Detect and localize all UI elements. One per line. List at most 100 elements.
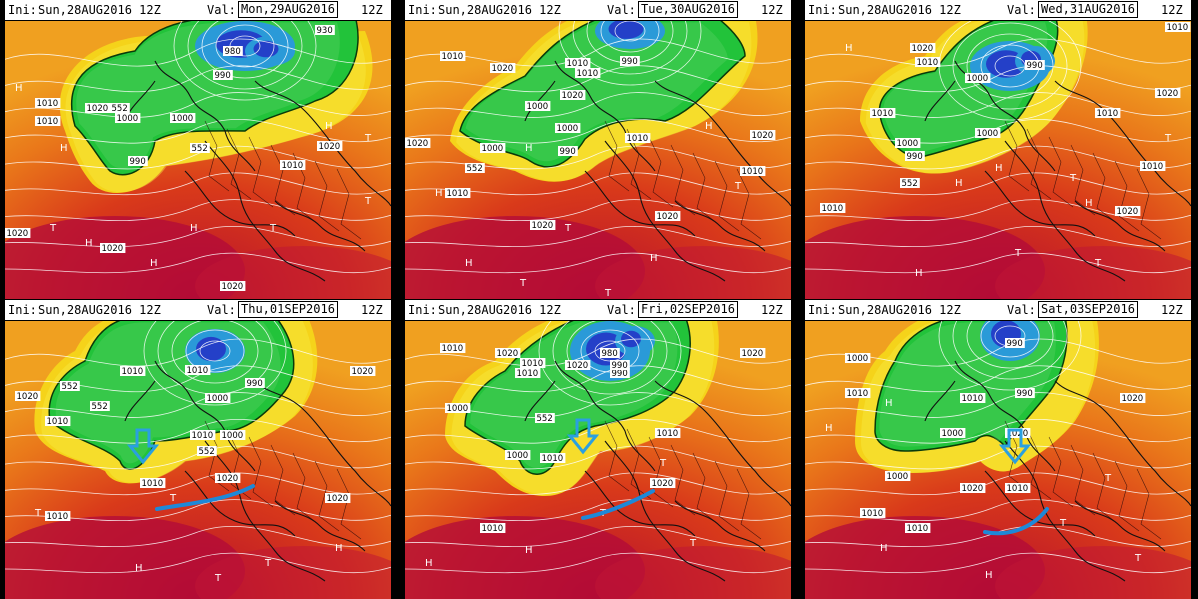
borders: [604, 420, 762, 540]
isobar-label: 1020: [650, 478, 676, 489]
svg-text:1020: 1020: [567, 361, 589, 371]
isobar-label: 1020: [15, 391, 41, 402]
isobar-label: 552: [197, 446, 217, 457]
isobar-label: 1020: [85, 103, 111, 114]
forecast-map: H H H H H H T T T T 930 980 990 1010 1020 552 1000 1000 99…: [5, 21, 391, 299]
svg-text:1020: 1020: [407, 139, 429, 149]
high-pressure-symbol: H: [525, 143, 533, 154]
high-pressure-symbol: H: [915, 268, 923, 279]
isobar-label: 1020: [317, 141, 343, 152]
high-pressure-symbol: H: [60, 143, 68, 154]
svg-text:990: 990: [247, 379, 263, 389]
svg-text:552: 552: [112, 104, 128, 114]
high-pressure-symbol: H: [880, 543, 888, 554]
val-hour: 12Z: [1161, 3, 1183, 17]
forecast-panel-3: Ini: Sun,28AUG2016 12Z Val: Wed,31AUG201…: [805, 0, 1191, 299]
isobar-label: 1020: [490, 63, 516, 74]
svg-text:552: 552: [467, 164, 483, 174]
svg-text:1010: 1010: [37, 117, 59, 127]
isobar-label: 1020: [910, 43, 936, 54]
high-pressure-symbol: H: [135, 563, 143, 574]
low-pressure-symbol: T: [34, 508, 42, 519]
isobar-label: 1000: [115, 113, 141, 124]
svg-text:552: 552: [192, 144, 208, 154]
isobar-label: 1020: [960, 483, 986, 494]
low-pressure-symbol: T: [269, 223, 277, 234]
isobar-label: 1020: [495, 348, 521, 359]
isobar-label: 1000: [445, 403, 471, 414]
val-date: Wed,31AUG2016: [1038, 1, 1138, 18]
high-pressure-symbol: H: [465, 258, 473, 269]
ini-label: Ini:: [8, 3, 37, 17]
isobar-label: 552: [60, 381, 80, 392]
isobar-label: 1010: [190, 430, 216, 441]
forecast-map: H H H H H T T T T 1010 1020 1010 1010 990 1020 1000 1000…: [405, 21, 791, 299]
svg-text:990: 990: [560, 147, 576, 157]
isobar-label: 1020: [560, 90, 586, 101]
isobar-label: 990: [1015, 388, 1035, 399]
low-pressure-symbol: T: [364, 133, 372, 144]
svg-text:1000: 1000: [172, 114, 194, 124]
svg-text:1020: 1020: [492, 64, 514, 74]
svg-text:1000: 1000: [507, 451, 529, 461]
val-date: Sat,03SEP2016: [1038, 301, 1138, 318]
forecast-map: HHHTTTT101010109901000552552102010101010…: [5, 321, 391, 599]
svg-text:1010: 1010: [627, 134, 649, 144]
isobars: [405, 321, 791, 574]
svg-text:1020: 1020: [327, 494, 349, 504]
isobar-label: 990: [610, 360, 630, 371]
borders: [1004, 120, 1162, 240]
cold-trough: [459, 21, 746, 168]
isobar-label: 552: [90, 401, 110, 412]
svg-text:552: 552: [92, 402, 108, 412]
forecast-map: H H H H H T T T T 1020 1010 1000 990 1010 1010 1000 1000…: [805, 21, 1191, 299]
svg-text:1010: 1010: [917, 58, 939, 68]
svg-text:1000: 1000: [222, 431, 244, 441]
high-pressure-symbol: H: [845, 43, 853, 54]
high-pressure-symbol: H: [955, 178, 963, 189]
isobar-label: 1000: [845, 353, 871, 364]
low-pressure-symbol: T: [364, 196, 372, 207]
isobar-label: 1010: [1095, 108, 1121, 119]
svg-text:1020: 1020: [742, 349, 764, 359]
isobar-label: 1020: [220, 281, 246, 292]
isobar-label: 1020: [1005, 428, 1031, 439]
svg-text:1010: 1010: [872, 109, 894, 119]
isobar-label: 1000: [205, 393, 231, 404]
svg-text:1000: 1000: [482, 144, 504, 154]
isobars: [5, 21, 391, 274]
isobar-label: 1020: [405, 138, 431, 149]
svg-text:930: 930: [317, 26, 333, 36]
panel-header: Ini: Sun,28AUG2016 12Z Val: Mon,29AUG201…: [5, 0, 391, 20]
isobar-label: 1020: [740, 348, 766, 359]
ini-datetime: Sun,28AUG2016 12Z: [38, 303, 161, 317]
isobar-label: 1010: [35, 116, 61, 127]
svg-text:1010: 1010: [447, 189, 469, 199]
coastlines: [124, 360, 391, 582]
isobar-label: 1010: [35, 98, 61, 109]
svg-text:1010: 1010: [1142, 162, 1164, 172]
svg-text:1020: 1020: [1122, 394, 1144, 404]
low-pressure-symbol: T: [689, 538, 697, 549]
isobar-label: 1000: [885, 471, 911, 482]
low-pressure-symbol: T: [1014, 248, 1022, 259]
panel-header: Ini: Sun,28AUG2016 12Z Val: Thu,01SEP201…: [5, 300, 391, 320]
svg-text:1010: 1010: [567, 59, 589, 69]
svg-text:990: 990: [1007, 339, 1023, 349]
low-pressure-symbol: T: [49, 223, 57, 234]
svg-text:1010: 1010: [577, 69, 599, 79]
isobar-label: 1000: [170, 113, 196, 124]
isobar-label: 1000: [965, 73, 991, 84]
high-pressure-symbol: H: [995, 163, 1003, 174]
svg-text:1010: 1010: [442, 344, 464, 354]
isobars: [805, 321, 1191, 574]
svg-text:1020: 1020: [532, 221, 554, 231]
svg-text:1020: 1020: [87, 104, 109, 114]
isobar-label: 1010: [440, 51, 466, 62]
svg-text:1010: 1010: [187, 366, 209, 376]
coastlines: [124, 60, 391, 282]
ini-label: Ini:: [408, 303, 437, 317]
svg-text:990: 990: [612, 361, 628, 371]
svg-text:990: 990: [130, 157, 146, 167]
isobar-label: 1020: [1120, 393, 1146, 404]
